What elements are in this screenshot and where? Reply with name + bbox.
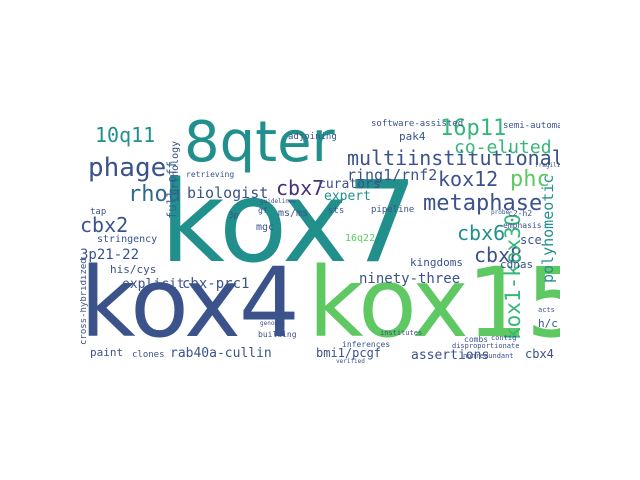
- word-cbx2: cbx2: [80, 213, 129, 237]
- word-cbx8: cbx8: [474, 243, 523, 267]
- word-adjoining: adjoining: [288, 132, 337, 142]
- word-multiinstitutional: multiinstitutional: [347, 146, 560, 170]
- word-biologist: biologist: [187, 184, 269, 202]
- word-10q11: 10q11: [95, 123, 156, 147]
- word-semi-automated: semi-automated: [503, 121, 560, 131]
- word-paint: paint: [90, 346, 124, 359]
- word-mgc: mgc: [256, 222, 275, 233]
- word-software-assisted: software-assisted: [371, 119, 464, 129]
- word-orthology: orthology: [170, 140, 181, 195]
- word-metaphase: metaphase: [423, 191, 543, 216]
- word-kox12: kox12: [438, 167, 499, 191]
- word-bmi1-pcgf: bmi1/pcgf: [316, 346, 382, 360]
- word-disproportionate: disproportionate: [452, 342, 520, 350]
- word-cbx7: cbx7: [276, 176, 325, 200]
- word-cdnas: cdnas: [500, 258, 534, 271]
- word-his-cys: his/cys: [110, 263, 157, 276]
- word-ms-ms: ms/ms: [278, 208, 309, 219]
- word-cross-hybridized: cross-hybridized: [80, 258, 89, 345]
- word-co-eluted: co-eluted: [454, 137, 552, 158]
- word-stringency: stringency: [97, 234, 158, 245]
- word-institutes: institutes: [380, 329, 423, 337]
- word-genomes: genomes: [260, 320, 286, 327]
- word-ring1-rnf2: ring1/rnf2: [347, 166, 438, 184]
- word-sce: sce: [520, 233, 542, 247]
- word-curators: curators: [318, 177, 381, 192]
- word-inferences: inferences: [342, 340, 391, 349]
- word-c2-h2: c2-h2: [508, 209, 533, 218]
- word-cbx4: cbx4: [525, 347, 554, 361]
- word-phage: phage: [88, 153, 167, 183]
- word-guidelines: guidelines: [260, 198, 297, 205]
- word-phc: phc: [510, 167, 550, 192]
- word-rhou: rhou: [128, 182, 181, 207]
- word-kox7: kox7: [160, 158, 417, 288]
- word-8qter: 8qter: [184, 115, 335, 175]
- word-probe: probe: [491, 209, 510, 216]
- word-pipeline: pipeline: [371, 205, 415, 215]
- word-expert: expert: [324, 189, 371, 204]
- word-sts: sts: [328, 206, 345, 216]
- word-rab40a-cullin: rab40a-cullin: [170, 346, 272, 361]
- word-explicit: explicit: [122, 277, 185, 292]
- word-kox4: kox4: [80, 247, 300, 359]
- word-kox15: kox15: [308, 247, 560, 359]
- word-16q22: 16q22: [345, 233, 376, 244]
- word-gf: gf: [258, 206, 268, 215]
- word-pak4: pak4: [399, 130, 426, 143]
- word-contig: contig: [491, 334, 517, 342]
- word-fragility: fragility: [535, 162, 560, 169]
- word-ninety-three: ninety-three: [359, 271, 461, 287]
- word-cbx-prc1: cbx-prc1: [182, 276, 250, 292]
- word-clones: clones: [132, 350, 165, 360]
- word-cbx6: cbx6: [457, 221, 506, 245]
- word-h-c: h/c: [538, 317, 558, 330]
- word-assertions: assertions: [411, 348, 490, 363]
- word-emphasis: emphasis: [503, 221, 542, 230]
- word-kingdoms: kingdoms: [410, 256, 463, 269]
- word-3p: 3p: [228, 211, 239, 221]
- word-tap: tap: [90, 207, 107, 217]
- word-3p21-22: 3p21-22: [80, 247, 140, 263]
- word-building: building: [258, 330, 297, 339]
- word-cloud: kox7 kox4 kox15 8qter multiinstitutional…: [80, 115, 560, 367]
- word-combs: combs: [464, 335, 489, 344]
- word-acts: acts: [538, 306, 555, 314]
- word-polyhomeotic: polyhomeotic: [539, 174, 557, 283]
- word-retrieving: retrieving: [186, 170, 235, 179]
- word-16p11: 16p11: [440, 116, 507, 141]
- word-nonredundant: nonredundant: [463, 352, 514, 360]
- word-verified: verified: [336, 358, 365, 365]
